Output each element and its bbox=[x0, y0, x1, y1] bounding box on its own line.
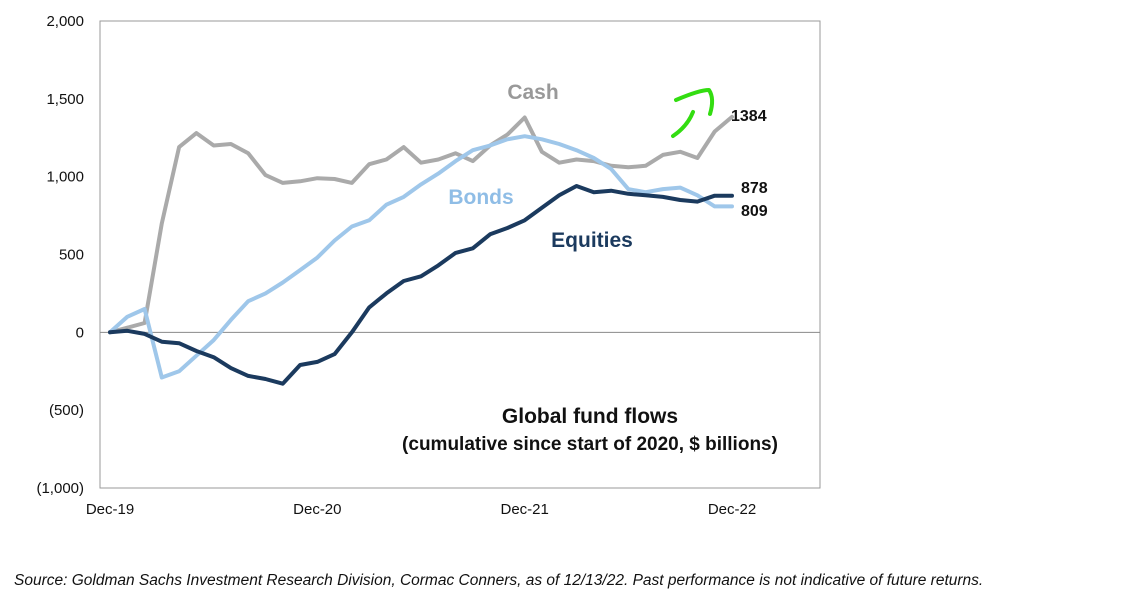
y-tick-label: 1,500 bbox=[46, 91, 84, 108]
series-label-bonds: Bonds bbox=[448, 186, 513, 209]
y-axis: 2,000 1,500 1,000 500 0 (500) (1,000) bbox=[36, 13, 84, 497]
end-label-cash: 1384 bbox=[731, 108, 767, 125]
source-note: Source: Goldman Sachs Investment Researc… bbox=[14, 572, 984, 589]
end-label-equities: 878 bbox=[741, 180, 768, 197]
series-label-equities: Equities bbox=[551, 229, 633, 252]
series-line-bonds bbox=[108, 134, 734, 380]
series-line-cash bbox=[108, 114, 734, 335]
y-tick-label: (1,000) bbox=[36, 480, 84, 497]
plot-frame bbox=[99, 20, 821, 489]
x-tick-label: Dec-22 bbox=[708, 501, 756, 518]
y-tick-label: 1,000 bbox=[46, 169, 84, 186]
x-tick-label: Dec-21 bbox=[500, 501, 548, 518]
y-tick-label: 0 bbox=[76, 324, 84, 341]
series-lines bbox=[108, 114, 734, 386]
x-tick-label: Dec-20 bbox=[293, 501, 341, 518]
x-axis: Dec-19 Dec-20 Dec-21 Dec-22 bbox=[86, 501, 756, 518]
series-label-cash: Cash bbox=[507, 81, 558, 104]
series-line-equities bbox=[108, 184, 734, 386]
y-tick-label: 2,000 bbox=[46, 13, 84, 30]
chart-title: Global fund flows bbox=[502, 405, 678, 428]
chart-subtitle: (cumulative since start of 2020, $ billi… bbox=[402, 434, 778, 455]
x-tick-label: Dec-19 bbox=[86, 501, 134, 518]
y-tick-label: (500) bbox=[49, 402, 84, 419]
green-hand-drawn-arrow-icon bbox=[671, 88, 715, 138]
end-label-bonds: 809 bbox=[741, 203, 768, 220]
y-tick-label: 500 bbox=[59, 247, 84, 264]
